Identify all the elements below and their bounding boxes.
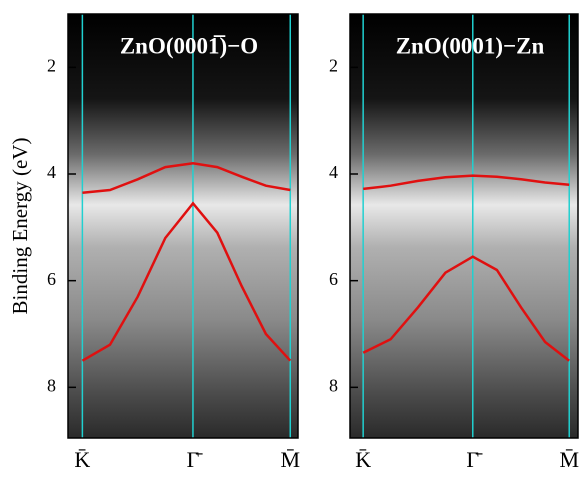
- panel-title: ZnO(0001)−Zn: [396, 33, 545, 58]
- y-tick-label: 2: [329, 55, 338, 75]
- x-tick-label: M̄: [280, 447, 300, 472]
- x-tick-label: K̄: [355, 447, 371, 472]
- x-tick-label: Γ̄: [187, 447, 204, 472]
- band-curve: [363, 174, 570, 191]
- x-tick-label: M̄: [559, 447, 579, 472]
- y-axis-label: Binding Energy (eV): [8, 138, 32, 315]
- intensity-map: [350, 14, 578, 438]
- panel-frame: [67, 13, 299, 439]
- intensity-map: [68, 14, 298, 438]
- band-curve: [82, 162, 291, 194]
- band-curve: [81, 201, 292, 362]
- y-tick-label: 4: [47, 162, 56, 182]
- y-tick-label: 8: [47, 375, 56, 395]
- y-tick-label: 2: [47, 55, 56, 75]
- band-curve: [362, 255, 570, 362]
- panel-title: ZnO(0001̅)−O: [120, 33, 258, 58]
- x-tick-label: K̄: [74, 447, 90, 472]
- x-tick-label: Γ̄: [466, 447, 483, 472]
- y-tick-label: 6: [329, 269, 338, 289]
- y-tick-label: 6: [47, 269, 56, 289]
- y-tick-label: 4: [329, 162, 338, 182]
- panel-frame: [349, 13, 579, 439]
- y-tick-label: 8: [329, 375, 338, 395]
